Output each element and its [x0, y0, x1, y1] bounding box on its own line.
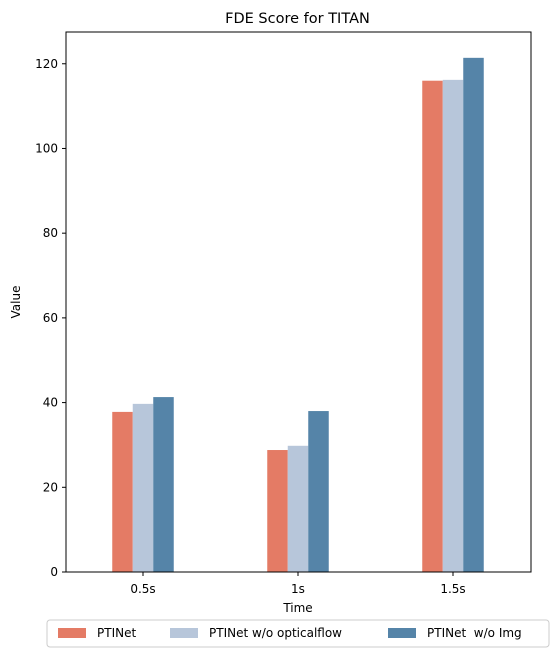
bar-ptinet-w-o-img-1-5s [463, 57, 484, 573]
bar-ptinet-w-o-opticalflow-1-5s [442, 79, 464, 572]
y-tick-label: 20 [43, 480, 58, 494]
legend-label: PTINet w/o Img [427, 626, 522, 640]
x-tick-label: 1s [291, 582, 305, 596]
bar-ptinet-w-o-opticalflow-0-5s [132, 403, 154, 572]
plot-bars [112, 57, 484, 573]
bar-ptinet-0-5s [112, 411, 133, 572]
y-axis-ticks: 0 20 40 60 80 100 120 [35, 57, 66, 579]
x-axis-ticks: 0.5s 1s 1.5s [130, 572, 466, 596]
legend-swatch [58, 628, 86, 638]
y-tick-label: 40 [43, 396, 58, 410]
plot-frame [65, 31, 532, 573]
y-tick-label: 60 [43, 311, 58, 325]
y-tick-label: 80 [43, 226, 58, 240]
y-tick-label: 120 [35, 57, 58, 71]
x-axis-label: Time [282, 601, 312, 615]
bar-ptinet-w-o-img-1s [308, 411, 329, 572]
x-tick-label: 0.5s [130, 582, 155, 596]
y-axis-label: Value [9, 286, 23, 319]
legend-swatch [170, 628, 198, 638]
bar-ptinet-w-o-opticalflow-1s [287, 445, 309, 572]
x-tick-label: 1.5s [440, 582, 465, 596]
bar-ptinet-1s [267, 450, 288, 572]
legend-label: PTINet w/o opticalflow [209, 626, 342, 640]
y-tick-label: 100 [35, 141, 58, 155]
legend-swatch [388, 628, 416, 638]
y-tick-label: 0 [50, 565, 58, 579]
legend-frame [46, 619, 550, 648]
legend: PTINet PTINet w/o opticalflow PTINet w/o I… [46, 619, 550, 648]
chart-title: FDE Score for TITAN [225, 11, 370, 27]
bar-ptinet-w-o-img-0-5s [153, 397, 174, 572]
legend-label: PTINet [97, 626, 136, 640]
legend-items: PTINet PTINet w/o opticalflow PTINet w/o I… [58, 626, 522, 640]
bar-ptinet-1-5s [422, 80, 443, 573]
